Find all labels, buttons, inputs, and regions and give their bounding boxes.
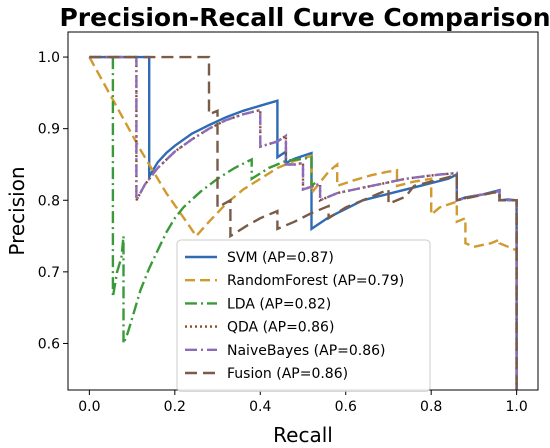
x-tick-label: 0.8 <box>420 399 442 415</box>
legend-label-1: RandomForest (AP=0.79) <box>227 273 404 289</box>
series-line-1 <box>88 56 518 252</box>
x-tick-label: 0.0 <box>78 399 100 415</box>
legend-label-4: NaiveBayes (AP=0.86) <box>227 343 386 359</box>
y-axis-label: Precision <box>5 166 29 255</box>
x-tick-label: 0.2 <box>164 399 186 415</box>
y-tick-label: 0.9 <box>38 122 60 138</box>
legend: SVM (AP=0.87) RandomForest (AP=0.79) LDA (… <box>176 239 431 392</box>
x-tick-label: 0.6 <box>335 399 357 415</box>
x-tick-label: 1.0 <box>506 399 528 415</box>
y-axis: 0.6 0.7 0.8 0.9 1.0 <box>38 50 68 352</box>
y-tick-label: 1.0 <box>38 50 60 66</box>
y-tick-label: 0.8 <box>38 193 60 209</box>
chart-title: Precision-Recall Curve Comparison <box>59 3 550 32</box>
legend-label-5: Fusion (AP=0.86) <box>227 366 348 382</box>
legend-label-3: QDA (AP=0.86) <box>227 320 334 336</box>
series-line-5 <box>89 55 518 390</box>
x-axis-label: Recall <box>273 423 333 447</box>
plot-area <box>88 55 518 390</box>
series-line-2 <box>111 57 317 344</box>
x-axis: 0.0 0.2 0.4 0.6 0.8 1.0 <box>78 390 528 415</box>
x-tick-label: 0.4 <box>249 399 271 415</box>
legend-box <box>176 239 431 392</box>
legend-label-2: LDA (AP=0.82) <box>227 296 331 312</box>
legend-label-0: SVM (AP=0.87) <box>227 250 334 266</box>
y-tick-label: 0.7 <box>38 265 60 281</box>
y-tick-label: 0.6 <box>38 336 60 352</box>
